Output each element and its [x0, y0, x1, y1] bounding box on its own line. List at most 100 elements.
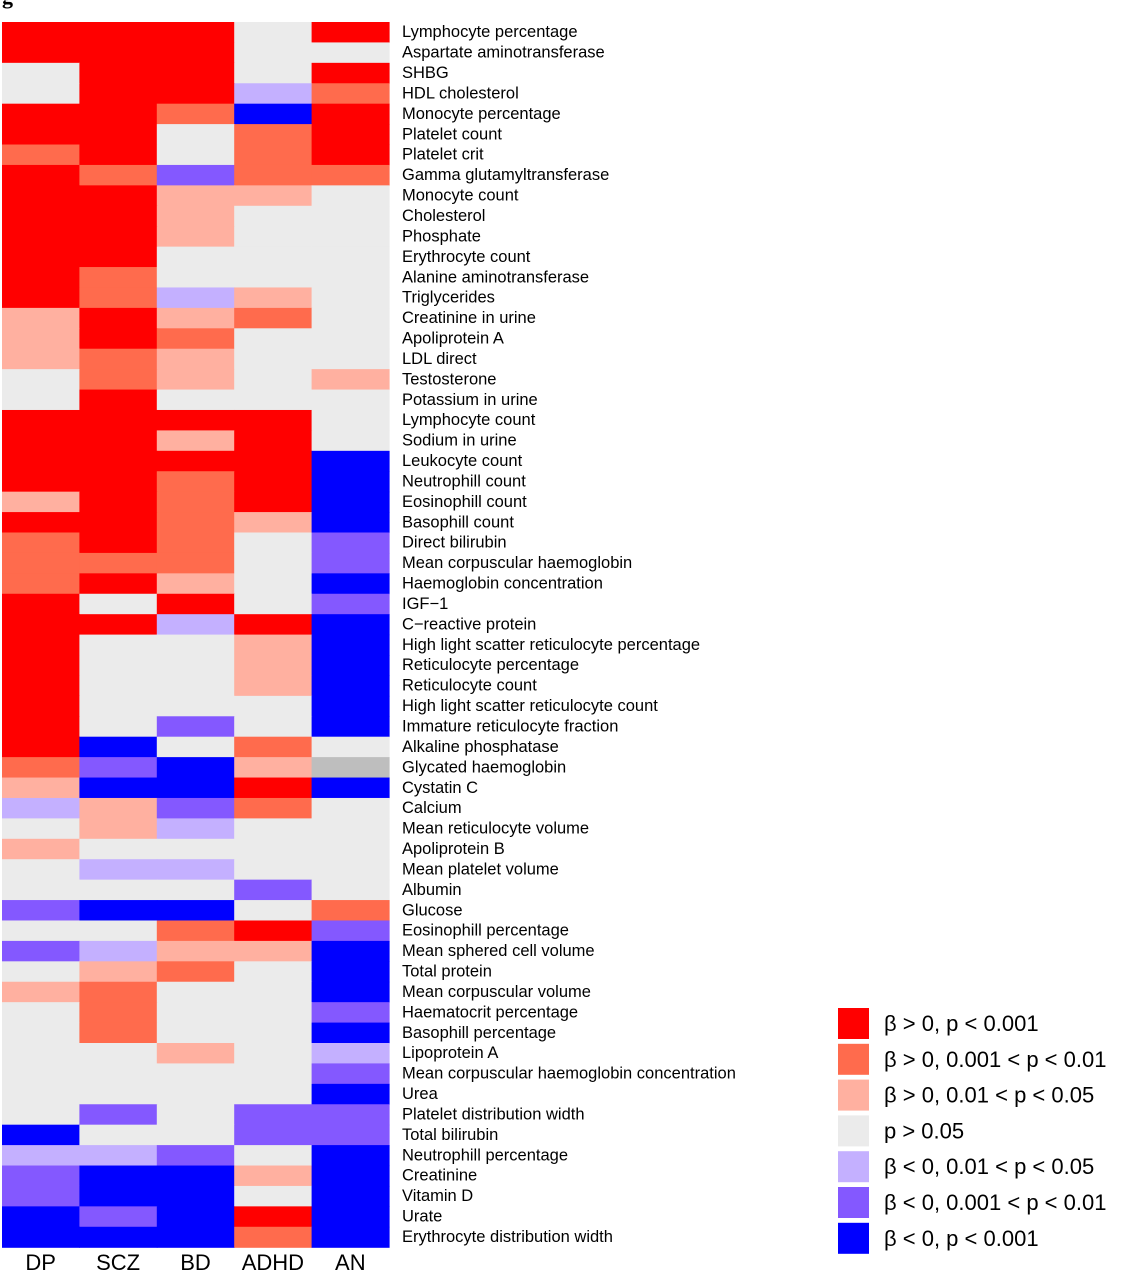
row-label: Calcium [402, 799, 462, 817]
row-label: Potassium in urine [402, 391, 538, 409]
heatmap-cell [79, 593, 158, 615]
heatmap-cell [2, 1124, 80, 1146]
heatmap-cell [2, 512, 80, 534]
heatmap-cell [79, 675, 158, 697]
heatmap-cell [2, 103, 80, 125]
heatmap-cell [79, 369, 158, 391]
heatmap-cell [2, 389, 80, 411]
row-label: Phosphate [402, 227, 481, 245]
heatmap-cell [2, 267, 80, 289]
heatmap-cell [2, 695, 80, 717]
heatmap-cell [2, 1002, 80, 1024]
heatmap-cell [2, 205, 80, 227]
heatmap-cell [79, 22, 158, 44]
heatmap-cell [79, 818, 158, 840]
heatmap-cell [234, 1124, 313, 1146]
legend-label: β > 0, 0.01 < p < 0.05 [884, 1083, 1094, 1108]
row-label: Triglycerides [402, 289, 495, 307]
heatmap-cell [311, 246, 390, 268]
row-label: Sodium in urine [402, 432, 517, 450]
heatmap-cell [234, 205, 313, 227]
heatmap-cell [234, 1063, 313, 1085]
heatmap-cell [2, 1165, 80, 1187]
row-label: Erythrocyte count [402, 248, 531, 266]
row-label: Reticulocyte percentage [402, 656, 579, 674]
row-label: Alanine aminotransferase [402, 268, 589, 286]
row-label: Urate [402, 1208, 442, 1226]
heatmap-cell [156, 1206, 235, 1228]
row-label: Platelet crit [402, 146, 484, 164]
heatmap-cell [311, 1226, 390, 1248]
legend-swatch [838, 1043, 869, 1075]
heatmap-cell [79, 1063, 158, 1085]
heatmap-cell [234, 818, 313, 840]
row-label: Albumin [402, 881, 462, 899]
heatmap-cell [234, 103, 313, 125]
row-label: Haemoglobin concentration [402, 575, 603, 593]
heatmap-cell [79, 389, 158, 411]
legend-label: β > 0, p < 0.001 [884, 1011, 1039, 1036]
heatmap-cell [234, 593, 313, 615]
heatmap-cell [234, 961, 313, 983]
heatmap-cell [311, 1185, 390, 1207]
heatmap-cell [2, 185, 80, 207]
heatmap-cell [2, 1022, 80, 1044]
row-label: Eosinophill count [402, 493, 527, 511]
heatmap-cell [79, 940, 158, 962]
heatmap-cell [311, 164, 390, 186]
heatmap-cell [311, 593, 390, 615]
heatmap-cell [156, 655, 235, 677]
row-label: Immature reticulocyte fraction [402, 717, 618, 735]
row-label: Erythrocyte distribution width [402, 1228, 613, 1246]
heatmap-cell [311, 879, 390, 901]
heatmap-cell [234, 1104, 313, 1126]
heatmap-cell [79, 532, 158, 554]
heatmap-cell [234, 83, 313, 105]
row-label: Vitamin D [402, 1187, 473, 1205]
heatmap-cell [79, 409, 158, 431]
heatmap-cell [311, 22, 390, 44]
heatmap-cell [311, 818, 390, 840]
heatmap-cell [79, 164, 158, 186]
heatmap-cell [79, 961, 158, 983]
legend-swatch [838, 1222, 869, 1254]
heatmap-cell [2, 859, 80, 881]
heatmap-cell [156, 634, 235, 656]
heatmap-cell [2, 655, 80, 677]
heatmap-cell [234, 164, 313, 186]
heatmap-cell [2, 42, 80, 64]
heatmap-cell [79, 900, 158, 922]
heatmap-cell [79, 205, 158, 227]
heatmap-cell [79, 777, 158, 799]
heatmap-cell [2, 961, 80, 983]
heatmap-cell [156, 1226, 235, 1248]
heatmap-cell [311, 185, 390, 207]
heatmap-cell [311, 655, 390, 677]
heatmap-cell [156, 838, 235, 860]
legend-label: β < 0, 0.001 < p < 0.01 [884, 1190, 1106, 1215]
heatmap-cell [234, 1083, 313, 1105]
heatmap-cell [156, 62, 235, 84]
heatmap-cell [234, 614, 313, 636]
heatmap-cell [79, 226, 158, 248]
heatmap-cell [156, 940, 235, 962]
row-label: Creatinine [402, 1167, 477, 1185]
heatmap-cell [234, 736, 313, 758]
heatmap-cell [156, 450, 235, 472]
row-label: Monocyte count [402, 187, 519, 205]
heatmap-cell [234, 757, 313, 779]
column-label: BD [180, 1250, 211, 1275]
heatmap-cell [234, 1206, 313, 1228]
heatmap-cell [311, 389, 390, 411]
row-label: Mean platelet volume [402, 860, 559, 878]
heatmap-cell [156, 961, 235, 983]
heatmap-cell [79, 185, 158, 207]
heatmap-cell [234, 267, 313, 289]
row-label: Platelet count [402, 125, 502, 143]
heatmap-cell [79, 348, 158, 370]
column-label: ADHD [242, 1250, 304, 1275]
heatmap-cell [2, 491, 80, 513]
row-label: Mean corpuscular haemoglobin concentrati… [402, 1065, 736, 1083]
heatmap-cell [79, 981, 158, 1003]
